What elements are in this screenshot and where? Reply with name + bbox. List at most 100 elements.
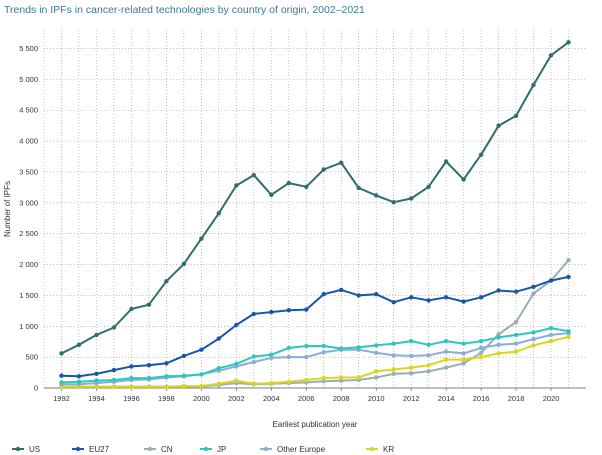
- data-point: [181, 261, 187, 267]
- data-point: [339, 287, 344, 293]
- x-tick-label: 1998: [158, 394, 175, 403]
- data-point: [409, 196, 414, 201]
- y-tick-label: 5 000: [19, 75, 38, 84]
- data-point: [216, 366, 221, 371]
- data-point: [164, 279, 169, 284]
- data-point: [496, 332, 501, 337]
- series-line-us: [61, 41, 570, 355]
- data-point: [391, 353, 396, 358]
- x-tick-label: 2020: [543, 394, 560, 403]
- data-point: [443, 365, 449, 370]
- legend-marker: [369, 446, 375, 452]
- data-point: [478, 152, 484, 157]
- legend-item-eu27: EU27: [72, 445, 110, 454]
- data-point: [496, 351, 501, 356]
- data-point: [443, 159, 449, 164]
- series-line-eu27: [61, 275, 569, 378]
- data-point: [216, 211, 221, 216]
- y-tick-label: 4 000: [19, 137, 38, 146]
- legend-item-cn: CN: [144, 445, 173, 454]
- legend-label: CN: [161, 445, 173, 454]
- data-point: [496, 288, 501, 293]
- data-point: [251, 381, 256, 386]
- data-point: [478, 345, 484, 351]
- data-point: [356, 375, 361, 380]
- data-point: [374, 193, 379, 198]
- x-tick-label: 2002: [228, 394, 245, 403]
- y-tick-label: 3 500: [19, 167, 38, 176]
- legend-item-jp: JP: [200, 445, 226, 454]
- grid: [44, 30, 586, 388]
- data-point: [251, 359, 256, 365]
- data-point: [461, 357, 466, 362]
- legend-marker: [75, 446, 81, 452]
- data-point: [566, 334, 571, 339]
- data-point: [496, 335, 501, 340]
- x-tick-label: 2014: [438, 394, 455, 403]
- data-point: [426, 353, 431, 358]
- data-point: [59, 351, 64, 356]
- data-point: [391, 341, 396, 346]
- series-line-cn: [61, 259, 570, 388]
- data-point: [374, 369, 379, 374]
- data-point: [461, 299, 466, 304]
- data-point: [321, 343, 326, 349]
- y-tick-label: 2 000: [19, 260, 38, 269]
- data-point: [391, 371, 396, 376]
- data-point: [461, 361, 466, 366]
- data-point: [461, 351, 466, 356]
- x-axis-title: Earliest publication year: [273, 420, 358, 429]
- data-point: [374, 350, 379, 355]
- data-point: [531, 343, 536, 348]
- data-point: [409, 371, 414, 376]
- y-tick-label: 4 500: [19, 106, 38, 115]
- x-tick-label: 2000: [193, 394, 210, 403]
- data-point: [234, 183, 239, 188]
- data-point: [321, 379, 326, 384]
- data-point: [94, 371, 99, 376]
- data-point: [426, 369, 431, 374]
- legend-marker: [15, 446, 21, 452]
- data-point: [59, 380, 64, 385]
- data-point: [146, 363, 152, 368]
- data-point: [321, 292, 326, 297]
- data-point: [548, 332, 554, 338]
- data-point: [269, 192, 274, 197]
- data-point: [129, 364, 134, 369]
- x-tick-label: 2008: [333, 394, 350, 403]
- data-point: [234, 378, 239, 383]
- data-point: [304, 354, 309, 360]
- data-point: [513, 332, 519, 338]
- data-point: [531, 291, 536, 296]
- data-point: [146, 302, 152, 307]
- data-point: [199, 372, 204, 377]
- data-point: [234, 361, 239, 367]
- legend-item-us: US: [12, 445, 40, 454]
- y-tick-label: 0: [34, 384, 38, 393]
- data-point: [286, 345, 291, 351]
- data-point: [374, 343, 379, 348]
- legend-label: US: [29, 445, 40, 454]
- x-tick-label: 2016: [473, 394, 490, 403]
- data-point: [111, 377, 117, 383]
- x-tick-label: 2006: [298, 394, 315, 403]
- series-lines: [59, 40, 571, 389]
- y-tick-label: 3 000: [19, 198, 38, 207]
- data-point: [513, 341, 519, 346]
- data-point: [548, 325, 554, 331]
- data-point: [59, 373, 64, 378]
- data-point: [251, 311, 256, 317]
- data-point: [356, 185, 361, 191]
- x-tick-label: 1996: [123, 394, 140, 403]
- data-point: [216, 381, 221, 386]
- data-point: [286, 180, 291, 186]
- legend: US EU27 CN JP Other Europe KR: [12, 445, 394, 454]
- data-point: [513, 319, 519, 325]
- data-point: [496, 342, 501, 347]
- data-point: [426, 298, 431, 303]
- y-tick-label: 500: [25, 353, 38, 362]
- data-point: [426, 342, 431, 347]
- data-point: [409, 338, 414, 344]
- data-point: [548, 338, 554, 344]
- data-point: [286, 354, 291, 360]
